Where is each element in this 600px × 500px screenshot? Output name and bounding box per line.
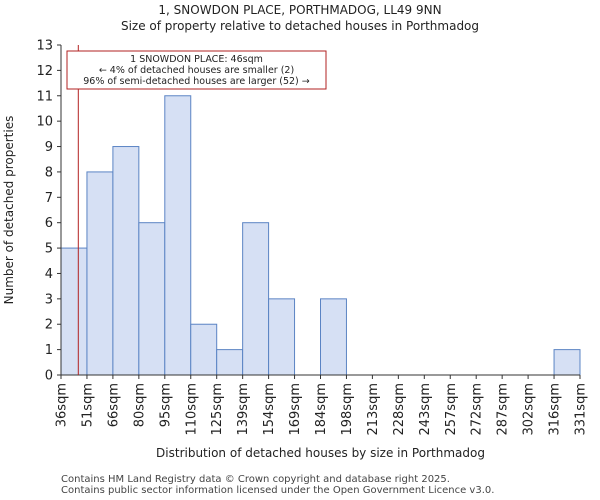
x-tick-label: 36sqm (55, 383, 70, 427)
histogram-bar (320, 298, 347, 376)
x-tick-label: 213sqm (366, 383, 381, 436)
histogram-bar (216, 349, 244, 376)
y-tick-label: 7 (45, 191, 53, 206)
chart-title: 1, SNOWDON PLACE, PORTHMADOG, LL49 9NN (158, 3, 442, 17)
y-tick-label: 6 (45, 216, 53, 231)
y-tick-label: 0 (45, 369, 53, 384)
chart-subtitle: Size of property relative to detached ho… (120, 19, 480, 33)
y-tick-label: 11 (36, 89, 53, 104)
y-tick-label: 3 (45, 292, 53, 307)
x-tick-label: 139sqm (236, 383, 251, 436)
histogram-bar (164, 95, 192, 376)
x-tick-label: 66sqm (106, 383, 121, 427)
histogram-bar (60, 247, 88, 376)
y-tick-label: 12 (36, 64, 53, 79)
y-tick-label: 13 (36, 39, 53, 54)
histogram-bar (86, 171, 114, 376)
y-tick-label: 9 (45, 140, 53, 155)
x-tick-label: 198sqm (340, 383, 355, 436)
footer-line-2: Contains public sector information licen… (61, 485, 495, 496)
y-tick-label: 8 (45, 165, 53, 180)
x-tick-label: 228sqm (392, 383, 407, 436)
x-tick-label: 184sqm (314, 383, 329, 436)
x-tick-label: 169sqm (288, 383, 303, 436)
histogram-bar (190, 323, 218, 376)
y-tick-label: 5 (45, 242, 53, 257)
x-tick-label: 302sqm (522, 383, 537, 436)
x-tick-label: 125sqm (210, 383, 225, 436)
x-tick-label: 80sqm (132, 383, 147, 427)
y-tick-label: 4 (45, 267, 53, 282)
histogram-bar (268, 298, 296, 376)
x-tick-label: 154sqm (262, 383, 277, 436)
x-tick-label: 287sqm (496, 383, 511, 436)
x-tick-label: 272sqm (470, 383, 485, 436)
bars-layer (60, 95, 581, 376)
histogram-bar (242, 222, 270, 376)
annotation-line-1: 1 SNOWDON PLACE: 46sqm (130, 54, 263, 65)
annotation-box (66, 50, 327, 90)
y-axis-label: Number of detached properties (2, 116, 16, 305)
footer-line-1: Contains HM Land Registry data © Crown c… (61, 474, 450, 485)
y-tick-label: 2 (45, 318, 53, 333)
x-tick-label: 110sqm (184, 383, 199, 436)
histogram-bar (553, 349, 581, 376)
x-tick-label: 95sqm (158, 383, 173, 427)
x-tick-label: 316sqm (548, 383, 563, 436)
x-tick-label: 257sqm (444, 383, 459, 436)
x-axis-label: Distribution of detached houses by size … (156, 446, 485, 460)
annotation-line-2: ← 4% of detached houses are smaller (2) (99, 65, 294, 76)
histogram-bar (112, 146, 140, 376)
x-tick-label: 331sqm (574, 383, 589, 436)
annotation-line-3: 96% of semi-detached houses are larger (… (83, 76, 310, 87)
y-tick-label: 10 (36, 115, 53, 130)
histogram-bar (138, 222, 166, 376)
x-tick-label: 243sqm (418, 383, 433, 436)
x-tick-label: 51sqm (80, 383, 95, 427)
y-tick-label: 1 (45, 343, 53, 358)
marker-annotation: 1 SNOWDON PLACE: 46sqm ← 4% of detached … (66, 50, 327, 90)
